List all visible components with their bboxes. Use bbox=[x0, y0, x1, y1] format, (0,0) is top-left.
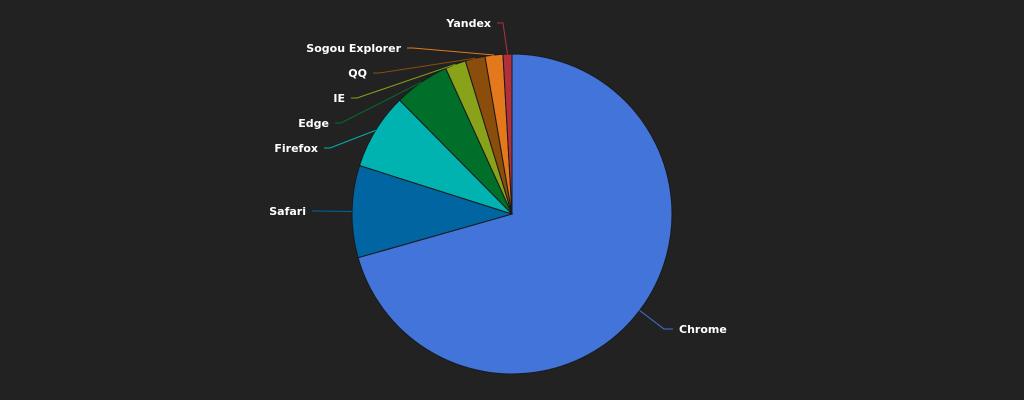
slice-yandex[interactable] bbox=[502, 53, 513, 215]
slice-label-firefox: Firefox bbox=[274, 142, 318, 155]
leader-line-ie bbox=[351, 63, 456, 99]
slice-label-safari: Safari bbox=[269, 205, 306, 218]
leader-line-qq bbox=[373, 57, 476, 74]
leader-line-sogou-explorer bbox=[407, 47, 494, 56]
leader-line-firefox bbox=[324, 129, 376, 149]
slice-label-sogou-explorer: Sogou Explorer bbox=[306, 42, 401, 55]
slice-label-ie: IE bbox=[333, 92, 345, 105]
slice-safari[interactable] bbox=[351, 164, 514, 259]
leader-lines bbox=[312, 22, 673, 330]
leader-line-yandex bbox=[497, 22, 508, 55]
slice-label-edge: Edge bbox=[298, 117, 329, 130]
leader-line-edge bbox=[335, 81, 422, 124]
slice-label-qq: QQ bbox=[348, 67, 367, 80]
slice-label-yandex: Yandex bbox=[445, 17, 491, 30]
pie-slices bbox=[351, 53, 673, 375]
slice-label-chrome: Chrome bbox=[679, 323, 727, 336]
leader-line-chrome bbox=[639, 310, 673, 330]
